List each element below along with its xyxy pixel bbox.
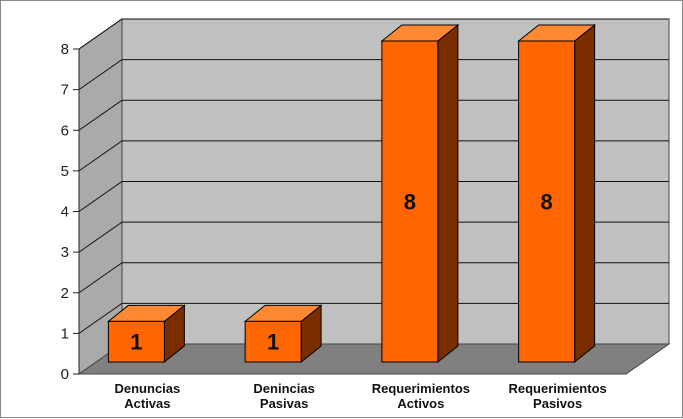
y-tick-label: 4 — [61, 204, 69, 221]
x-tick-label: Denuncias Activas — [115, 381, 181, 411]
x-tick-label-line: Pasivos — [533, 396, 582, 411]
y-tick-label: 2 — [61, 285, 69, 302]
y-tick-label: 7 — [61, 82, 69, 99]
data-label: 1 — [267, 330, 279, 355]
data-label: 8 — [404, 190, 416, 215]
gridline — [78, 221, 669, 253]
x-tick-label-line: Denincias — [253, 381, 314, 396]
bar-side — [437, 23, 459, 364]
x-tick-label-line: Denuncias — [115, 381, 181, 396]
gridline — [78, 59, 669, 91]
y-tick-label: 5 — [61, 163, 69, 180]
data-label: 8 — [541, 190, 553, 215]
bar — [381, 40, 439, 363]
gridline — [78, 18, 669, 50]
gridline — [78, 140, 669, 172]
gridline — [78, 302, 669, 334]
x-tick-label: Requerimientos Activos — [372, 381, 470, 411]
y-tick-label: 8 — [61, 41, 69, 58]
x-tick-label-line: Activas — [124, 396, 170, 411]
x-tick-label-line: Requerimientos — [509, 381, 607, 396]
x-tick-label-line: Requerimientos — [372, 381, 470, 396]
data-label: 1 — [130, 330, 142, 355]
x-tick-label: Requerimientos Pasivos — [509, 381, 607, 411]
x-tick-label-line: Activos — [397, 396, 444, 411]
x-tick-label-line: Pasivas — [260, 396, 308, 411]
y-tick-label: 0 — [61, 366, 69, 383]
x-tick-label: Denincias Pasivas — [253, 381, 314, 411]
gridline — [78, 99, 669, 131]
y-tick-label: 6 — [61, 122, 69, 139]
bar — [518, 40, 576, 363]
bar — [107, 320, 165, 363]
gridline — [78, 181, 669, 212]
gridline — [78, 262, 669, 294]
bar — [244, 320, 302, 363]
y-tick-label: 1 — [61, 325, 69, 342]
bar-side — [574, 23, 596, 364]
y-tick-label: 3 — [61, 244, 69, 261]
